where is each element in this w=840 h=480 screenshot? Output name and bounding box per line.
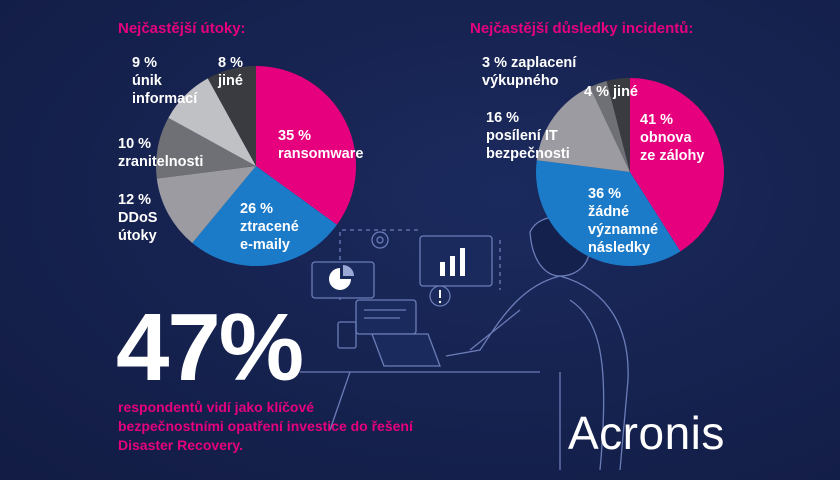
pie-slice-label-line: bezpečnosti [486, 146, 570, 162]
pie-slice-label-line: následky [588, 240, 650, 256]
pie-slice [535, 160, 681, 267]
pie-slice-label-line: významné [588, 222, 658, 238]
pie-slice-label-line: zranitelnosti [118, 154, 203, 170]
pie-slice [156, 166, 256, 244]
pie-slice-label-line: 41 % [640, 112, 673, 128]
pie-slice-label: 3 % zaplacení výkupného [482, 55, 577, 89]
pie-slice [630, 78, 725, 252]
pie-slice-label-line: 4 % jiné [584, 84, 638, 100]
pie-slice [606, 77, 630, 172]
pie-slice-label: 35 % ransomware [278, 128, 363, 162]
pie-slice-label: 10 % zranitelnosti [118, 136, 203, 170]
pie-card-icon [311, 261, 375, 299]
pie-chart-left: 35 % ransomware 26 % ztracené e-maily 12 % DDo… [118, 55, 363, 266]
pie-left-title: Nejčastější útoky: [118, 20, 246, 37]
gear-icon [371, 231, 389, 249]
pie-slice-label-line: výkupného [482, 73, 559, 89]
pie-slice-label-line: informací [132, 91, 198, 107]
pie-slice-label-line: jiné [217, 73, 243, 89]
pie-slice [156, 117, 256, 179]
pie-slice-label: 12 % DDoS útoky [118, 192, 158, 244]
pie-slice-label-line: 35 % [278, 128, 311, 144]
pie-slice-label-line: útoky [118, 228, 157, 244]
pie-slice-label: 9 % únik informací [132, 55, 198, 107]
pie-chart-right: 41 % obnova ze zálohy 36 % žádné významné násl… [482, 55, 725, 267]
highlight-caption: respondentů vidí jako klíčové bezpečnost… [118, 399, 413, 453]
pie-slice [589, 80, 630, 172]
pie-slice-label: 41 % obnova ze zálohy [640, 112, 704, 164]
acronis-logo: Acronis [568, 407, 725, 459]
pie-slice-label-line: ze zálohy [640, 148, 704, 164]
highlight-number: 47% [116, 294, 304, 401]
pie-slice-label-line: ztracené [240, 219, 299, 235]
pie-slice-label-line: žádné [588, 204, 629, 220]
pie-slice-label: 16 % posílení IT bezpečnosti [486, 110, 570, 162]
pie-slice-label-line: 16 % [486, 110, 519, 126]
pie-slice [536, 86, 630, 172]
pie-slice-label-line: 3 % zaplacení [482, 55, 577, 71]
pie-slice-label-line: únik [132, 73, 163, 89]
pie-slice-label: 26 % ztracené e-maily [240, 201, 299, 253]
pie-slice-label: 36 % žádné významné následky [588, 186, 658, 256]
pie-slice-label-line: ransomware [278, 146, 363, 162]
pie-slice-label: 4 % jiné [584, 84, 638, 100]
pie-slice-label-line: e-maily [240, 237, 290, 253]
pie-slice-label-line: obnova [640, 130, 692, 146]
pie-slice [256, 66, 356, 225]
pie-slice-label-line: 36 % [588, 186, 621, 202]
illustration [300, 216, 629, 471]
pie-right-title: Nejčastější důsledky incidentů: [470, 20, 694, 37]
pie-slice-label-line: 8 % [218, 55, 243, 71]
bar-card-icon [419, 235, 493, 287]
pie-slice [207, 65, 256, 166]
pie-slice-label-line: posílení IT [486, 128, 558, 144]
pie-slice-label-line: 26 % [240, 201, 273, 217]
pie-slice-label-line: DDoS [118, 210, 158, 226]
pie-slice [168, 78, 256, 166]
pie-slice-label: 8 % jiné [217, 55, 243, 89]
pie-slice [192, 166, 337, 266]
alert-icon [429, 285, 451, 307]
pie-slice-label-line: 10 % [118, 136, 151, 152]
pie-slice-label-line: 9 % [132, 55, 157, 71]
pie-slice-label-line: 12 % [118, 192, 151, 208]
